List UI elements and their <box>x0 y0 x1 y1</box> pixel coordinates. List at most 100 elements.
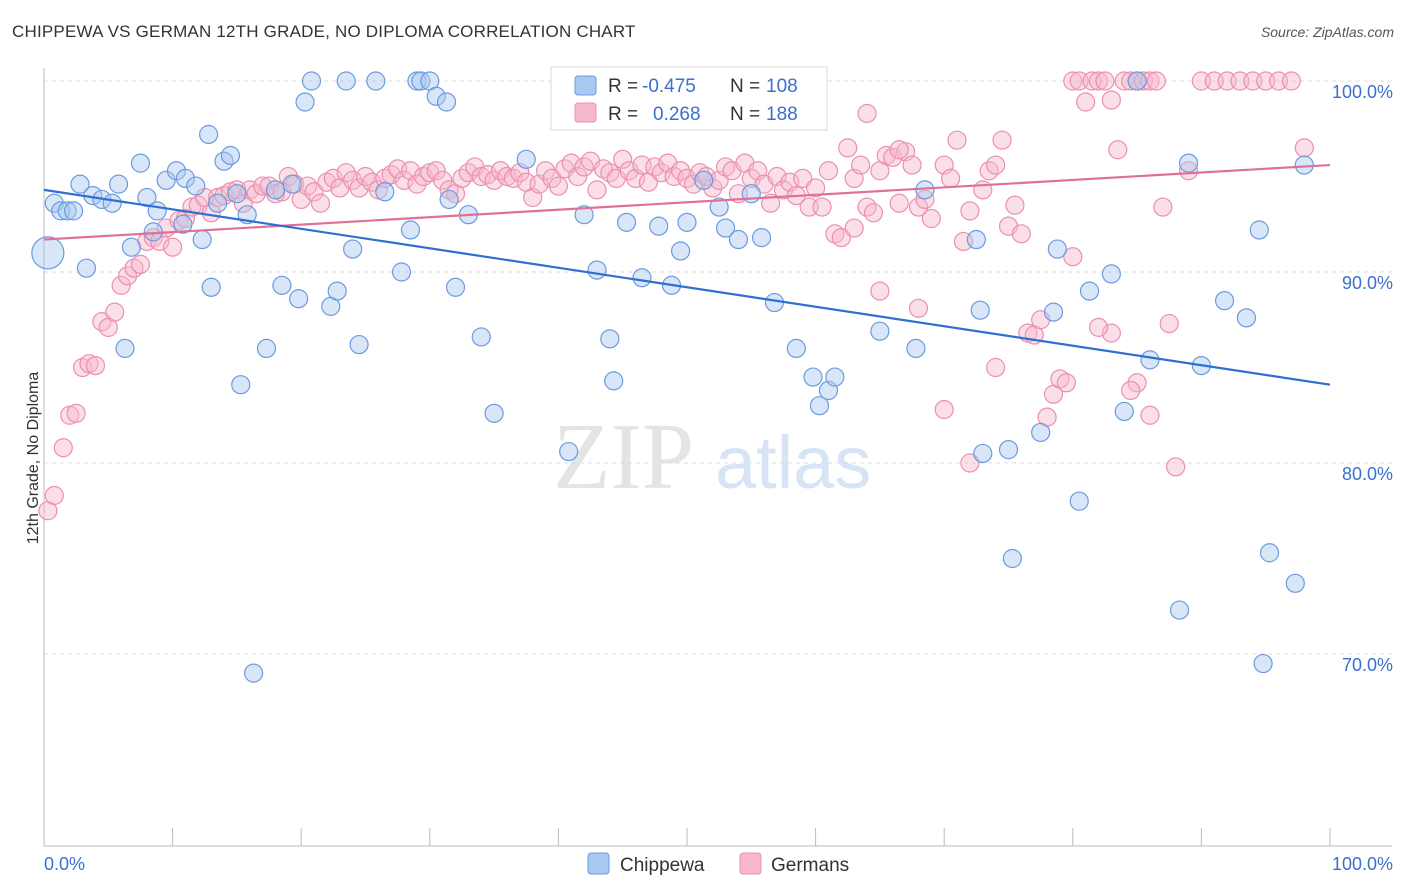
chippewa-point <box>391 262 412 282</box>
chippewa-point <box>616 212 637 232</box>
germans-point <box>921 208 941 229</box>
chippewa-point <box>265 180 286 200</box>
chippewa-point <box>559 441 579 462</box>
germans-point <box>863 203 884 223</box>
germans-point <box>973 180 993 200</box>
y-tick-label-90: 90.0% <box>1342 273 1393 293</box>
chippewa-point <box>484 403 504 423</box>
chippewa-point <box>677 212 697 232</box>
germans-point <box>1281 71 1302 91</box>
series-legend: Chippewa Germans <box>587 852 849 876</box>
trend-lines <box>43 163 1331 386</box>
chippewa-point <box>751 228 772 248</box>
germans-point <box>986 155 1006 175</box>
chippewa-point <box>1043 302 1064 322</box>
germans-point <box>1056 373 1076 393</box>
germans-point <box>851 155 871 175</box>
chippewa-point <box>604 371 624 391</box>
y-tick-label-100: 100.0% <box>1332 82 1393 102</box>
germans-point <box>908 298 929 318</box>
germans-trend-line <box>43 163 1331 241</box>
chippewa-point <box>694 170 714 190</box>
germans-point <box>1153 197 1173 217</box>
y-tick-labels: 100.0% 90.0% 80.0% 70.0% <box>1332 82 1393 675</box>
germans-point <box>1088 317 1109 337</box>
chippewa-point <box>57 201 77 221</box>
germans-point <box>394 170 414 190</box>
germans-point <box>805 178 826 198</box>
germans-point <box>1005 195 1025 215</box>
germans-point <box>889 140 909 160</box>
chippewa-point <box>173 214 193 234</box>
chippewa-point <box>301 71 322 91</box>
chippewa-point <box>1079 281 1100 301</box>
germans-point <box>105 302 125 322</box>
chippewa-point <box>327 281 347 301</box>
chippewa-point <box>231 375 251 395</box>
legend-r-label-2: R = <box>608 104 638 125</box>
germans-point <box>812 197 832 217</box>
chippewa-point <box>1169 600 1190 620</box>
germans-point <box>44 485 64 506</box>
chippewa-points <box>31 71 1314 683</box>
germans-point <box>934 399 954 420</box>
chippewa-point <box>516 149 536 169</box>
chippewa-point <box>998 440 1019 460</box>
germans-point <box>1063 71 1083 91</box>
germans-point <box>992 130 1012 150</box>
chippewa-point <box>439 189 459 210</box>
legend-r-label-1: R = <box>608 76 638 97</box>
chippewa-point <box>76 258 97 278</box>
chippewa-point <box>295 92 315 112</box>
chippewa-point <box>1236 308 1257 328</box>
axes <box>43 68 1392 847</box>
chippewa-point <box>108 174 129 194</box>
germans-point <box>1127 373 1147 393</box>
x-tick-labels: 0.0% 100.0% <box>44 854 1393 874</box>
bottom-legend-chippewa: Chippewa <box>620 855 705 876</box>
germans-point <box>304 182 324 202</box>
germans-point <box>818 161 839 181</box>
chippewa-point <box>1249 220 1269 240</box>
chippewa-point <box>375 182 395 202</box>
germans-point <box>651 163 671 183</box>
germans-point <box>1146 71 1166 91</box>
chippewa-point <box>426 86 446 106</box>
chippewa-point <box>1285 573 1305 593</box>
germans-point <box>1088 71 1109 91</box>
germans-point <box>947 130 967 150</box>
chippewa-point <box>471 327 491 347</box>
germans-point <box>908 197 929 217</box>
germans-point <box>1178 161 1199 181</box>
germans-point <box>85 355 106 376</box>
chippewa-point <box>336 71 356 91</box>
chippewa-point <box>709 197 729 217</box>
chippewa-point <box>31 236 65 270</box>
chippewa-point <box>632 268 652 288</box>
chippewa-point <box>130 153 151 173</box>
chippewa-point <box>244 663 264 683</box>
germans-point <box>613 149 633 169</box>
y-tick-label-70: 70.0% <box>1342 655 1393 675</box>
germans-point <box>407 174 427 194</box>
germans-point <box>163 237 183 257</box>
bottom-legend-chippewa-swatch <box>587 852 610 875</box>
chart-title: CHIPPEWA VS GERMAN 12TH GRADE, NO DIPLOM… <box>12 22 636 41</box>
chippewa-point <box>445 277 466 297</box>
legend-germans-swatch <box>574 102 597 123</box>
germans-point <box>831 228 851 248</box>
chippewa-point <box>1178 153 1199 173</box>
chippewa-point <box>282 174 302 194</box>
chippewa-point <box>870 321 890 341</box>
chippewa-point <box>728 229 749 250</box>
germans-point <box>548 176 569 196</box>
chippewa-point <box>115 338 135 358</box>
germans-point <box>1101 90 1121 110</box>
chippewa-point <box>208 193 228 213</box>
chippewa-point <box>349 334 369 355</box>
chippewa-point <box>156 170 176 190</box>
chippewa-point <box>1259 543 1280 563</box>
chippewa-point <box>574 205 594 225</box>
chippewa-point <box>1253 653 1273 674</box>
germans-point <box>793 168 813 189</box>
